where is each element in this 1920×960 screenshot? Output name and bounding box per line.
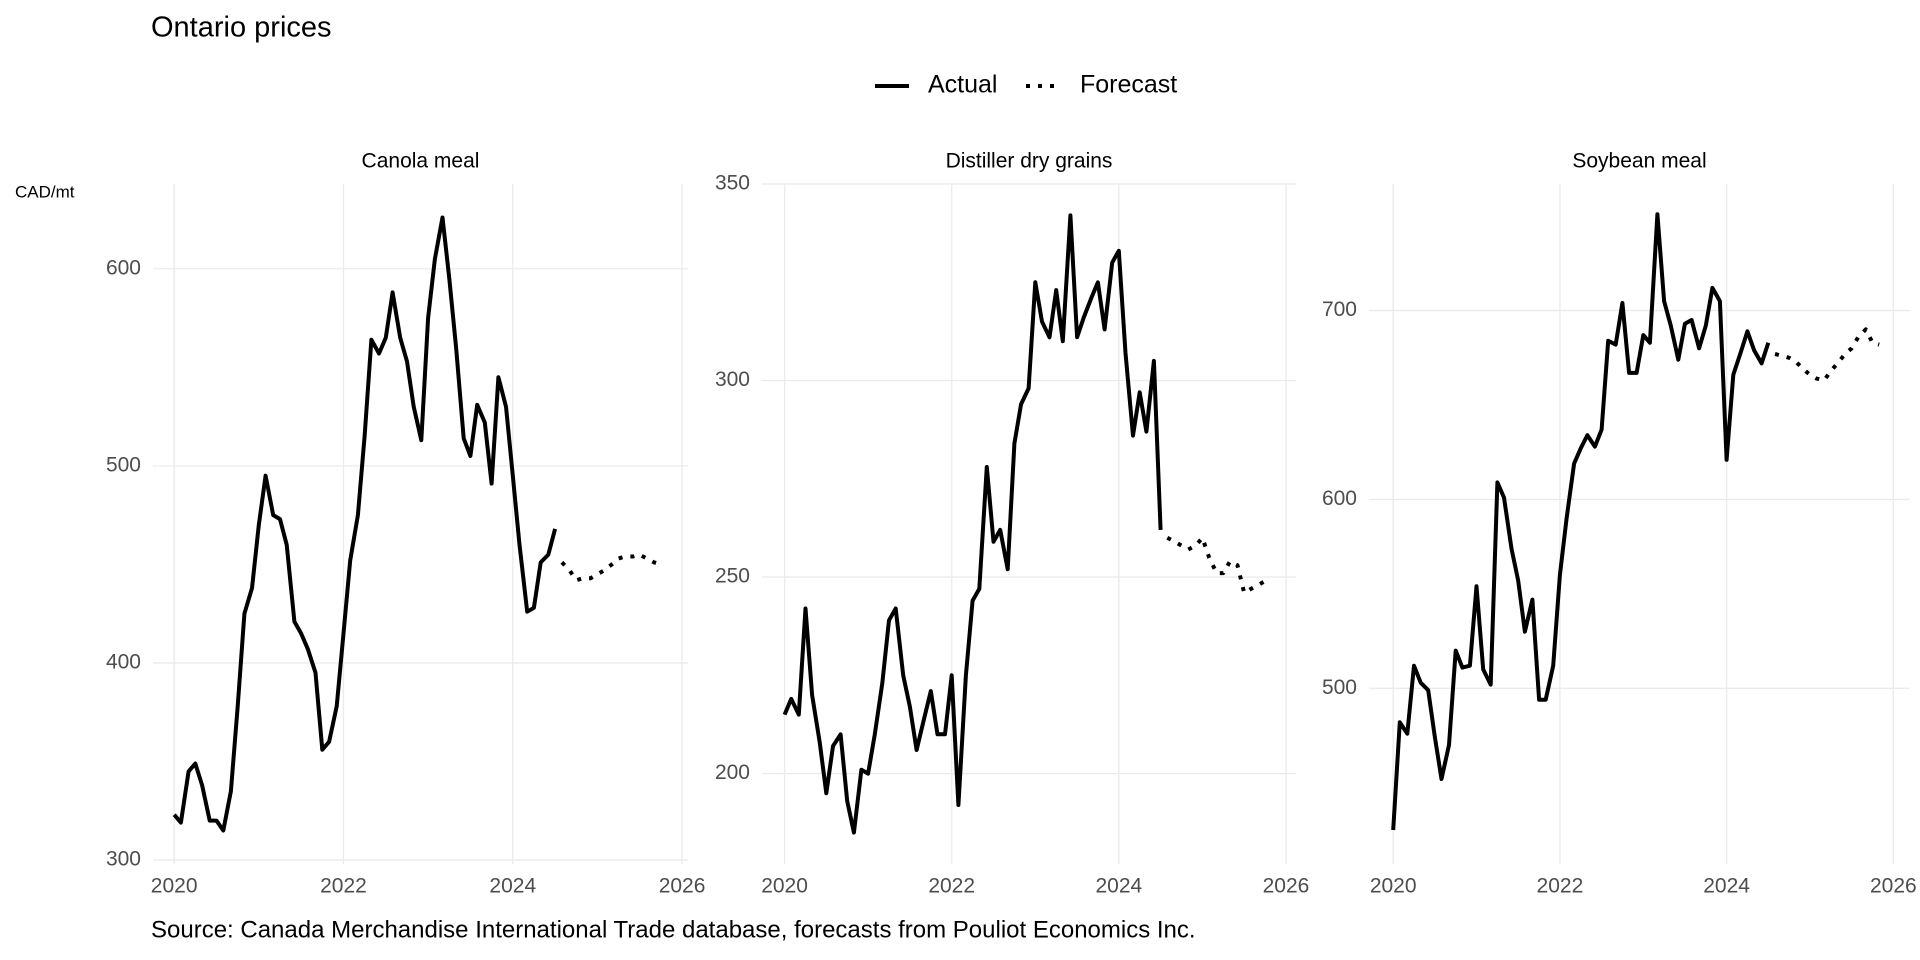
x-tick-label: 2026 <box>1263 875 1310 898</box>
x-tick-label: 2020 <box>761 875 808 898</box>
x-tick-label: 2022 <box>320 875 367 898</box>
y-tick-label: 300 <box>715 368 750 391</box>
series-line <box>1391 212 1771 831</box>
y-tick-label: 350 <box>715 172 750 195</box>
y-axis-label: CAD/mt <box>15 182 75 201</box>
y-tick-label: 700 <box>1322 298 1357 321</box>
series-line <box>782 213 1163 835</box>
y-tick-label: 250 <box>715 565 750 588</box>
x-tick-label: 2026 <box>1870 875 1917 898</box>
y-tick-label: 300 <box>106 848 141 871</box>
y-tick-label: 200 <box>715 761 750 784</box>
x-tick-label: 2020 <box>1370 875 1417 898</box>
facet-title: Canola meal <box>362 150 480 173</box>
x-tick-label: 2024 <box>1095 875 1142 898</box>
facet-title: Soybean meal <box>1572 150 1706 173</box>
chart-title: Ontario prices <box>151 12 332 44</box>
legend-label: Actual <box>928 71 997 99</box>
x-tick-label: 2024 <box>489 875 536 898</box>
series-line <box>172 215 558 833</box>
x-tick-label: 2020 <box>151 875 198 898</box>
source-note: Source: Canada Merchandise International… <box>151 916 1196 943</box>
x-tick-label: 2024 <box>1703 875 1750 898</box>
x-tick-label: 2026 <box>659 875 706 898</box>
facet-title: Distiller dry grains <box>946 150 1113 173</box>
legend-label: Forecast <box>1080 71 1177 99</box>
y-tick-label: 500 <box>1322 676 1357 699</box>
y-tick-label: 600 <box>1322 487 1357 510</box>
y-tick-label: 400 <box>106 651 141 674</box>
legend: Actual Forecast <box>875 71 1177 99</box>
series-line <box>1774 327 1880 383</box>
y-tick-label: 500 <box>106 453 141 476</box>
series-line <box>560 552 662 583</box>
x-tick-label: 2022 <box>1537 875 1584 898</box>
y-tick-label: 600 <box>106 256 141 279</box>
x-tick-label: 2022 <box>928 875 975 898</box>
series-line <box>1166 535 1267 595</box>
